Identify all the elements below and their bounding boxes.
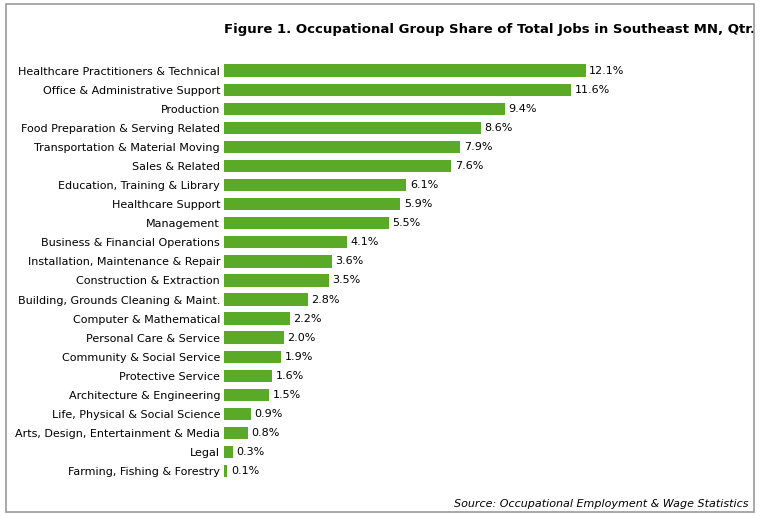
Text: Source: Occupational Employment & Wage Statistics: Source: Occupational Employment & Wage S… xyxy=(454,499,749,509)
Bar xyxy=(224,141,461,153)
Text: 1.9%: 1.9% xyxy=(284,352,313,362)
Bar xyxy=(224,255,332,268)
Bar xyxy=(224,408,251,420)
Text: 0.3%: 0.3% xyxy=(237,447,265,457)
Bar xyxy=(224,198,401,211)
Bar xyxy=(224,122,481,134)
Text: 0.8%: 0.8% xyxy=(252,428,280,438)
Text: 12.1%: 12.1% xyxy=(589,66,625,76)
Text: 3.5%: 3.5% xyxy=(332,276,360,285)
Bar xyxy=(224,217,388,230)
Bar xyxy=(224,312,290,325)
Text: 2.8%: 2.8% xyxy=(312,295,340,304)
Text: 5.5%: 5.5% xyxy=(392,218,420,228)
Text: 2.0%: 2.0% xyxy=(287,333,316,343)
Text: 7.9%: 7.9% xyxy=(464,142,492,152)
Text: 0.9%: 0.9% xyxy=(255,409,283,419)
Bar xyxy=(224,369,272,382)
Bar xyxy=(224,331,284,344)
Bar xyxy=(224,293,308,305)
Text: 2.2%: 2.2% xyxy=(293,314,322,324)
Bar xyxy=(224,427,248,439)
Bar xyxy=(224,160,451,172)
Bar xyxy=(224,389,269,401)
Text: 6.1%: 6.1% xyxy=(410,180,439,190)
Text: 5.9%: 5.9% xyxy=(404,199,432,209)
Bar xyxy=(224,103,505,115)
Bar xyxy=(224,179,407,191)
Bar xyxy=(224,465,227,477)
Text: 1.5%: 1.5% xyxy=(273,390,301,400)
Text: 7.6%: 7.6% xyxy=(454,161,483,171)
Bar xyxy=(224,274,329,286)
Text: 3.6%: 3.6% xyxy=(335,256,363,266)
Text: 9.4%: 9.4% xyxy=(508,104,537,114)
Bar xyxy=(224,350,281,363)
Text: 1.6%: 1.6% xyxy=(276,371,304,381)
Bar xyxy=(224,236,347,249)
Text: 8.6%: 8.6% xyxy=(485,123,513,133)
Text: 0.1%: 0.1% xyxy=(231,466,259,476)
Bar xyxy=(224,64,586,77)
Bar xyxy=(224,84,571,96)
Bar xyxy=(224,446,233,458)
Text: 11.6%: 11.6% xyxy=(575,85,610,95)
Text: Figure 1. Occupational Group Share of Total Jobs in Southeast MN, Qtr. 1 2024: Figure 1. Occupational Group Share of To… xyxy=(224,23,760,36)
Text: 4.1%: 4.1% xyxy=(350,237,378,247)
